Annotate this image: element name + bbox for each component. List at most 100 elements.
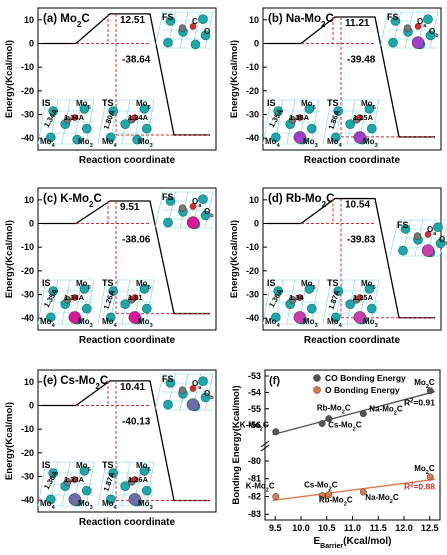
structure-snapshot	[262, 279, 320, 325]
o-atom	[131, 476, 139, 483]
x-tick-label: 10.5	[318, 523, 336, 533]
y-tick-label: -81	[248, 474, 261, 484]
y-tick-label: -10	[21, 62, 34, 72]
atom-label: Mo5	[136, 99, 151, 111]
c-atom	[413, 232, 422, 241]
reaction-energy-label: -38.06	[122, 234, 151, 245]
y-tick-label: -10	[246, 242, 259, 252]
panel-title: (e) Cs-Mo2C	[43, 375, 108, 391]
atom-label: Mo3	[78, 137, 93, 149]
y-tick-label: -40	[246, 313, 259, 323]
o-atom	[356, 294, 364, 301]
c-atom	[288, 296, 297, 304]
structure-snapshot	[154, 191, 214, 230]
y-tick-label: -20	[246, 86, 259, 96]
y-tick-label: -40	[21, 313, 34, 323]
o-atom	[296, 294, 304, 301]
distance-label: 1.25A	[353, 113, 374, 122]
state-label-ts: TS	[102, 278, 114, 288]
data-point	[325, 415, 333, 423]
mo-atom	[72, 134, 82, 145]
legend-label: O Bonding Energy	[325, 385, 400, 395]
lattice-line	[379, 11, 389, 49]
mo-atom	[79, 284, 90, 294]
structure-snapshot	[37, 461, 95, 507]
r2-label: R2=0.88	[404, 481, 435, 491]
distance-label: 1.25A	[353, 293, 374, 302]
distance-label: 1.34A	[64, 293, 85, 302]
y-tick-label: -10	[246, 62, 259, 72]
mo-atom	[79, 104, 90, 114]
lattice-line	[204, 11, 214, 49]
mo-atom	[200, 30, 211, 41]
state-label-fs: FS	[162, 192, 174, 202]
mo-atom	[198, 194, 208, 205]
mo-atom	[45, 312, 56, 323]
y-tick-label: 10	[249, 15, 259, 25]
lattice-line	[262, 279, 272, 325]
mo-atom	[82, 485, 92, 496]
atom-label: Mo5	[361, 279, 376, 291]
state-label-is: IS	[42, 98, 51, 108]
point-label: Cs-Mo2C	[328, 421, 362, 433]
state-label-is: IS	[267, 98, 276, 108]
structure-snapshot	[97, 279, 155, 325]
structure-snapshot	[262, 99, 320, 145]
atom-label: C	[192, 17, 198, 26]
y-tick-label: -20	[21, 266, 34, 276]
mo-atom	[398, 245, 408, 256]
axis-break	[260, 440, 270, 448]
mo-atom	[106, 312, 116, 323]
mo-atom	[120, 481, 130, 491]
x-axis-label: Reaction coordinate	[304, 335, 401, 346]
mo-atom	[48, 106, 59, 116]
lattice-line	[85, 279, 95, 325]
atom-label: Mo4	[40, 137, 56, 149]
x-axis-label: Reaction coordinate	[79, 517, 176, 528]
lattice-line	[154, 11, 164, 49]
atom-label: Mo5	[361, 99, 376, 111]
mo-atom	[200, 210, 211, 221]
mo-atom	[82, 303, 92, 314]
mo-atom	[304, 104, 315, 114]
y-tick-label: -80	[248, 456, 261, 466]
data-point	[359, 410, 367, 418]
mo-atom	[364, 104, 375, 114]
atom-label: Ob	[429, 27, 439, 39]
mo-atom	[364, 284, 375, 294]
mo-atom	[165, 16, 176, 26]
mo-atom	[163, 399, 173, 410]
y-tick-label: 0	[29, 219, 34, 229]
x-axis-label: Reaction coordinate	[304, 155, 401, 166]
atom-label: Mo5	[76, 279, 91, 291]
y-tick-label: 10	[249, 195, 259, 205]
c-atom	[178, 204, 187, 213]
energy-path	[42, 380, 210, 502]
alkali-atom	[186, 398, 200, 411]
atom-label: Ob	[204, 389, 214, 401]
alkali-atom	[68, 311, 82, 324]
point-label: Na-Mo2C	[365, 493, 399, 505]
c-atom	[63, 478, 72, 486]
mo-atom	[163, 37, 173, 48]
lattice-line	[37, 99, 47, 145]
legend-label: CO Bonding Energy	[325, 373, 406, 383]
distance-label: 1.35A	[289, 113, 310, 122]
atom-label: Mo5	[136, 461, 151, 473]
c-atom	[63, 116, 72, 124]
lattice-line	[37, 461, 47, 507]
lattice-line	[145, 461, 155, 507]
legend-marker	[313, 386, 321, 394]
y-tick-label: -40	[21, 133, 34, 143]
barrier-label: 10.41	[120, 382, 145, 393]
distance-label: 1.34	[289, 293, 304, 302]
energy-path	[267, 16, 435, 138]
plot-frame	[262, 187, 442, 331]
energy-panel: 10 0 -10 -20 -30 -40 Energy(Kcal/mol) Reaction …	[4, 187, 217, 346]
data-point	[318, 420, 326, 427]
structure-snapshot	[379, 11, 439, 50]
atom-label: Ob	[439, 235, 447, 247]
c-atom	[178, 386, 187, 395]
